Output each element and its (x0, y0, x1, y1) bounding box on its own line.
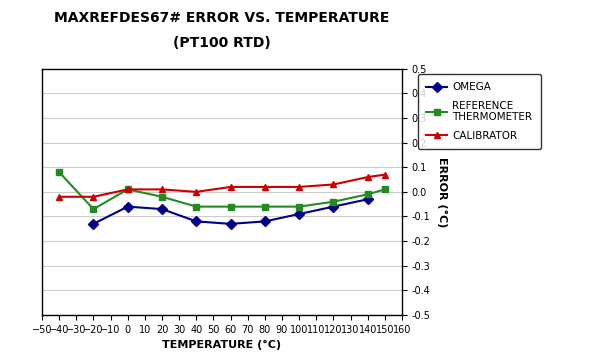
REFERENCE
THERMOMETER (227, 205, 234, 209)
CALIBRATOR (364, 175, 371, 179)
REFERENCE
THERMOMETER (381, 187, 388, 191)
Text: MAXREFDES67# ERROR VS. TEMPERATURE: MAXREFDES67# ERROR VS. TEMPERATURE (55, 11, 389, 25)
REFERENCE
THERMOMETER (296, 205, 303, 209)
CALIBRATOR (56, 195, 63, 199)
REFERENCE
THERMOMETER (158, 195, 166, 199)
REFERENCE
THERMOMETER (261, 205, 268, 209)
REFERENCE
THERMOMETER (56, 170, 63, 174)
Line: REFERENCE
THERMOMETER: REFERENCE THERMOMETER (56, 169, 388, 212)
REFERENCE
THERMOMETER (330, 199, 337, 204)
OMEGA (227, 222, 234, 226)
REFERENCE
THERMOMETER (364, 192, 371, 197)
CALIBRATOR (296, 185, 303, 189)
REFERENCE
THERMOMETER (193, 205, 200, 209)
CALIBRATOR (193, 190, 200, 194)
Line: CALIBRATOR: CALIBRATOR (56, 171, 388, 200)
CALIBRATOR (330, 182, 337, 187)
OMEGA (193, 219, 200, 224)
Y-axis label: ERROR (°C): ERROR (°C) (437, 157, 447, 227)
CALIBRATOR (227, 185, 234, 189)
CALIBRATOR (158, 187, 166, 191)
REFERENCE
THERMOMETER (124, 187, 131, 191)
X-axis label: TEMPERATURE (°C): TEMPERATURE (°C) (163, 340, 281, 350)
OMEGA (330, 205, 337, 209)
Legend: OMEGA, REFERENCE
THERMOMETER, CALIBRATOR: OMEGA, REFERENCE THERMOMETER, CALIBRATOR (418, 74, 541, 149)
OMEGA (90, 222, 97, 226)
OMEGA (158, 207, 166, 211)
OMEGA (124, 205, 131, 209)
Line: OMEGA: OMEGA (90, 196, 371, 227)
OMEGA (261, 219, 268, 224)
REFERENCE
THERMOMETER (90, 207, 97, 211)
OMEGA (364, 197, 371, 201)
CALIBRATOR (381, 172, 388, 177)
CALIBRATOR (90, 195, 97, 199)
CALIBRATOR (124, 187, 131, 191)
Text: (PT100 RTD): (PT100 RTD) (173, 36, 271, 50)
OMEGA (296, 212, 303, 216)
CALIBRATOR (261, 185, 268, 189)
